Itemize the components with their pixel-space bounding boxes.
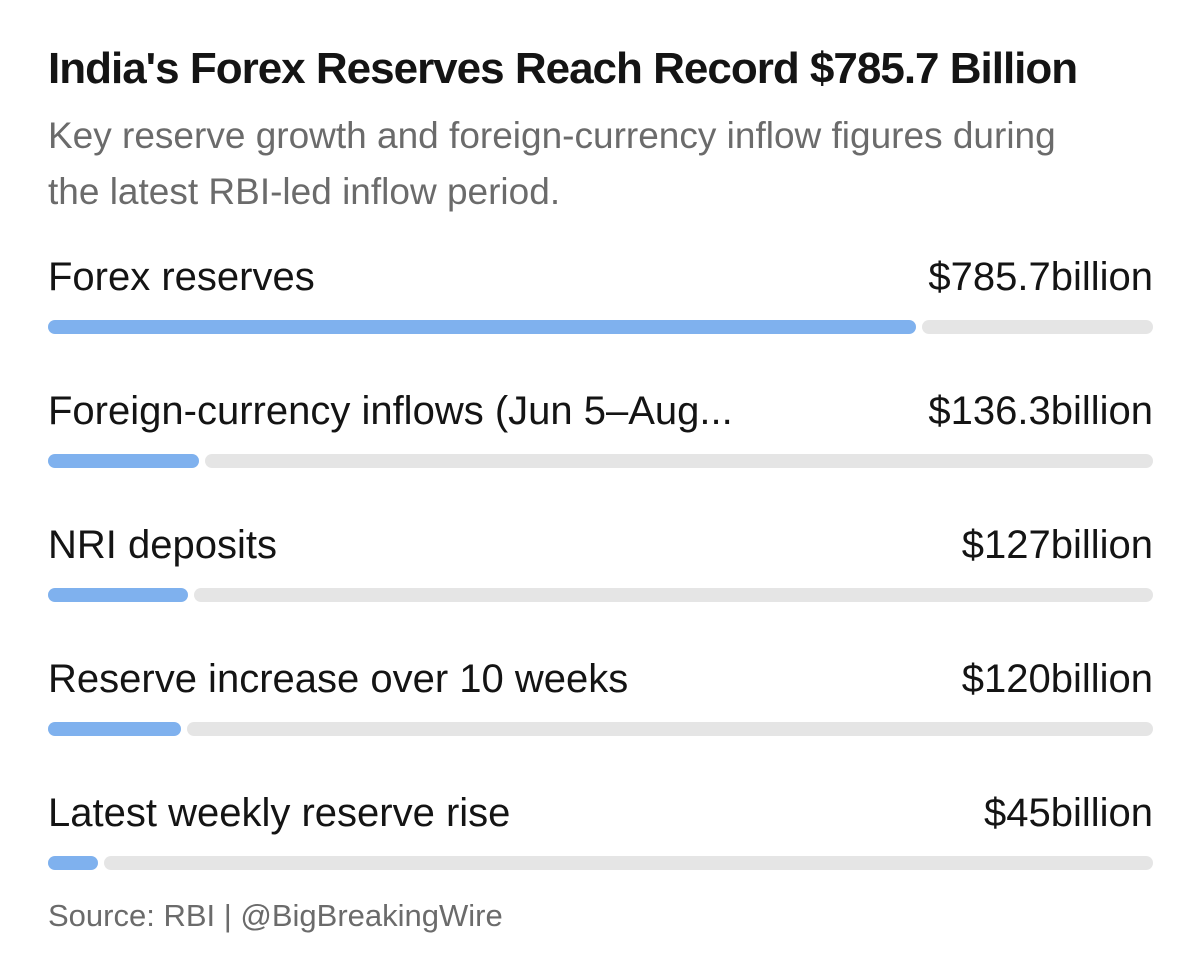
bar-row: Reserve increase over 10 weeks $120billio… — [48, 654, 1153, 744]
chart-title: India's Forex Reserves Reach Record $785… — [48, 44, 1078, 93]
bar-row: Foreign-currency inflows (Jun 5–Aug... $1… — [48, 386, 1153, 476]
bar-value-label: $45billion — [983, 791, 1153, 835]
bar-remainder — [104, 856, 1153, 870]
bar-remainder — [194, 588, 1153, 602]
chart-subtitle: Key reserve growth and foreign-currency … — [48, 115, 1056, 212]
bar-value-label: $785.7billion — [928, 255, 1153, 299]
bar-fill — [48, 856, 98, 870]
bar-category-label: NRI deposits — [48, 523, 277, 567]
bar-category-label: Forex reserves — [48, 255, 315, 299]
bar-fill — [48, 454, 199, 468]
source-credit: Source: RBI | @BigBreakingWire — [48, 898, 503, 933]
bar-row: Latest weekly reserve rise $45billion — [48, 788, 1153, 878]
bar-fill — [48, 722, 181, 736]
bar-track — [48, 588, 1153, 602]
bar-value-label: $127billion — [961, 523, 1153, 567]
bar-category-label: Latest weekly reserve rise — [48, 791, 511, 835]
bar-row: Forex reserves $785.7billion — [48, 252, 1153, 342]
bar-track — [48, 454, 1153, 468]
bar-remainder — [922, 320, 1153, 334]
bar-category-label: Reserve increase over 10 weeks — [48, 657, 629, 701]
bar-value-label: $120billion — [961, 657, 1153, 701]
bar-track — [48, 320, 1153, 334]
bar-track — [48, 722, 1153, 736]
bar-category-label: Foreign-currency inflows (Jun 5–Aug... — [48, 389, 733, 433]
bar-remainder — [205, 454, 1153, 468]
bar-fill — [48, 320, 916, 334]
bar-fill — [48, 588, 188, 602]
bar-remainder — [187, 722, 1153, 736]
bar-track — [48, 856, 1153, 870]
bar-row: NRI deposits $127billion — [48, 520, 1153, 610]
bar-value-label: $136.3billion — [928, 389, 1153, 433]
